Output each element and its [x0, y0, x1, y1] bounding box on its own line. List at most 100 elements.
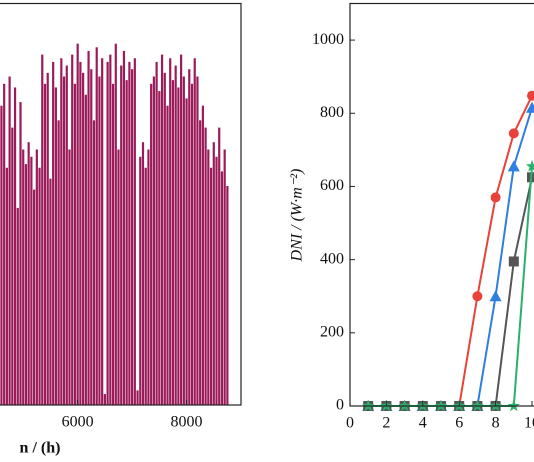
- bar: [163, 72, 166, 405]
- bar: [207, 149, 210, 405]
- bar: [109, 54, 112, 405]
- x-tick-label: 4: [419, 415, 427, 432]
- bar: [117, 149, 120, 405]
- bar: [43, 83, 47, 406]
- bar: [215, 156, 218, 405]
- x-tick-label: 0: [346, 415, 354, 432]
- bar: [106, 61, 109, 406]
- bar: [182, 76, 185, 405]
- bar: [0, 105, 3, 405]
- y-tick-label: 1000: [312, 31, 344, 48]
- bar: [19, 102, 22, 406]
- bar: [125, 80, 128, 406]
- bar: [98, 76, 101, 405]
- bar: [177, 87, 180, 405]
- x-tick-label: 2: [382, 415, 390, 432]
- x-tick-label: 10: [524, 415, 534, 432]
- x-tick-label: 8: [492, 415, 500, 432]
- bar: [152, 76, 155, 405]
- marker: [362, 399, 375, 412]
- bar: [84, 94, 87, 405]
- bar: [30, 156, 33, 405]
- bar: [73, 83, 77, 406]
- bar: [114, 43, 117, 406]
- bar: [169, 58, 172, 405]
- marker: [526, 101, 534, 113]
- bar: [8, 76, 11, 405]
- bar: [92, 120, 96, 406]
- bar: [120, 65, 123, 406]
- bar: [57, 120, 60, 406]
- bar: [95, 47, 98, 406]
- bar: [188, 69, 191, 405]
- y-tick-label: 600: [320, 177, 344, 194]
- bar: [218, 127, 221, 405]
- bar: [160, 54, 164, 405]
- bar: [166, 105, 169, 405]
- bar: [171, 80, 175, 406]
- bar: [46, 72, 49, 405]
- marker: [508, 128, 519, 139]
- plot-frame: [0, 2, 242, 406]
- bar: [136, 390, 139, 405]
- bar: [65, 65, 68, 406]
- y-tick-label: 400: [320, 250, 344, 267]
- bar: [49, 178, 52, 405]
- x-tick-label: 6000: [62, 414, 94, 431]
- bar: [71, 54, 74, 405]
- bar: [41, 54, 44, 405]
- plot-frame: [349, 2, 534, 407]
- bar: [3, 83, 6, 406]
- bar: [11, 127, 14, 405]
- x-tick-label: 6: [455, 415, 463, 432]
- bar: [139, 156, 142, 405]
- bar: [223, 149, 226, 405]
- marker: [527, 90, 534, 101]
- bar: [111, 83, 115, 406]
- y-axis-label: DNI / (W·m⁻²): [289, 169, 306, 263]
- bar: [190, 83, 194, 406]
- bar: [193, 58, 196, 405]
- bar: [131, 69, 134, 405]
- bar: [128, 61, 131, 406]
- bar: [147, 149, 150, 405]
- bar: [103, 394, 106, 405]
- line: [368, 95, 533, 407]
- bar: [101, 58, 104, 405]
- marker: [507, 160, 520, 172]
- marker: [472, 291, 483, 302]
- bar: [174, 65, 177, 406]
- x-axis-label: n / (h): [20, 440, 61, 457]
- marker: [490, 192, 501, 203]
- bar: [144, 167, 147, 405]
- bar: [5, 167, 8, 405]
- bar: [226, 186, 229, 405]
- bar: [60, 58, 63, 405]
- bar: [13, 87, 17, 405]
- bar: [87, 50, 90, 405]
- bar: [24, 164, 28, 405]
- bar: [79, 61, 82, 406]
- bar: [68, 149, 71, 405]
- bar: [204, 127, 207, 405]
- bar: [209, 167, 213, 405]
- marker: [434, 399, 448, 412]
- bar: [27, 142, 30, 405]
- marker: [508, 256, 519, 267]
- y-tick-label: 0: [336, 397, 344, 414]
- bar: [150, 83, 153, 406]
- bar: [35, 149, 38, 405]
- bar: [62, 76, 66, 405]
- bar: [155, 61, 158, 406]
- marker: [489, 290, 502, 302]
- bar: [196, 76, 199, 405]
- bar: [38, 167, 41, 405]
- marker: [398, 399, 411, 412]
- marker: [471, 399, 484, 412]
- bar: [52, 61, 55, 406]
- bar: [141, 142, 145, 405]
- bar: [16, 207, 19, 405]
- bar: [212, 142, 215, 405]
